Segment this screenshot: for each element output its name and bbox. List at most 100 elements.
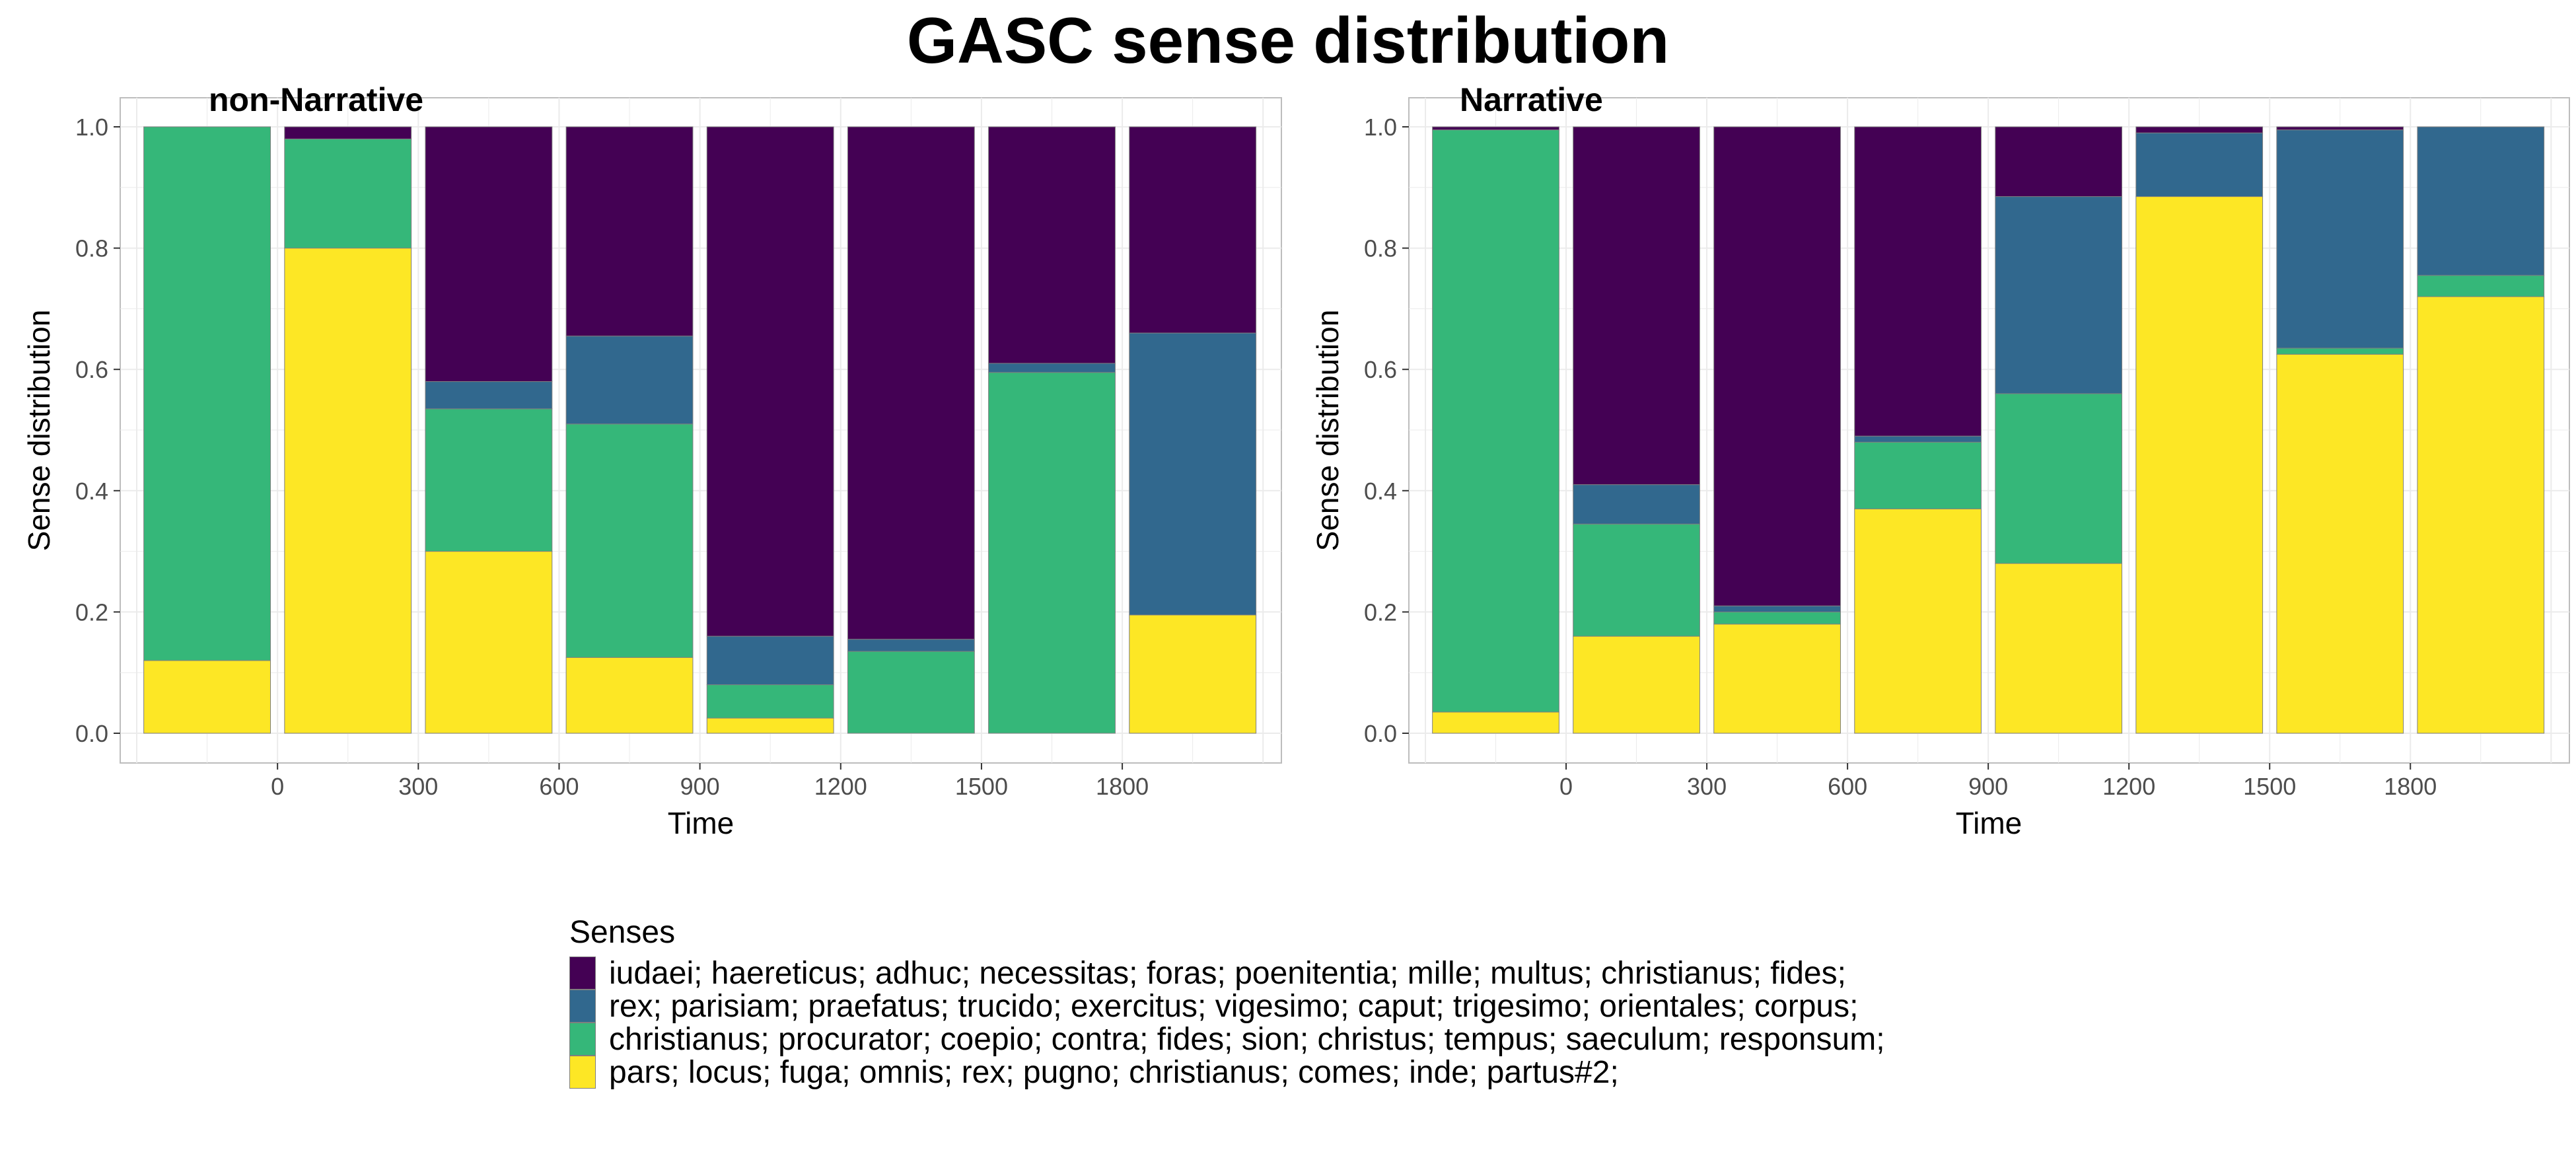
x-axis-label: Time xyxy=(668,806,734,840)
legend-swatch xyxy=(569,1056,596,1089)
bar-segment-sense_4 xyxy=(1995,563,2123,734)
bar-segment-sense_2 xyxy=(988,363,1116,373)
bar-segment-sense_4 xyxy=(1432,711,1559,734)
y-tick-label: 1.0 xyxy=(1364,114,1397,141)
figure-title: GASC sense distribution xyxy=(907,4,1669,77)
legend-label: iudaei; haereticus; adhuc; necessitas; f… xyxy=(609,955,1846,991)
chart-panel-1: 0.0 0.2 0.4 0.6 0.8 1.0 0 300 600 900 1200 1500 1800… xyxy=(22,81,1282,840)
panel-title: non-Narrative xyxy=(209,81,423,118)
x-tick-label: 1200 xyxy=(2102,773,2155,800)
bar-segment-sense_3 xyxy=(425,408,553,552)
legend-title: Senses xyxy=(569,915,676,950)
y-axis-label: Sense distribution xyxy=(1310,310,1345,552)
bar-segment-sense_3 xyxy=(1854,441,1982,509)
x-tick-label: 300 xyxy=(1687,773,1727,800)
legend-item: rex; parisiam; praefatus; trucido; exerc… xyxy=(569,989,1885,1024)
x-tick-label: 1800 xyxy=(1096,773,1149,800)
legend-item: pars; locus; fuga; omnis; rex; pugno; ch… xyxy=(569,1054,1885,1090)
bar-segment-sense_1 xyxy=(425,126,553,382)
bar-segment-sense_3 xyxy=(284,138,412,249)
bar-segment-sense_3 xyxy=(1995,393,2123,564)
x-tick-label: 900 xyxy=(1968,773,2008,800)
bar-segment-sense_2 xyxy=(425,381,553,410)
bar-segment-sense_1 xyxy=(565,126,694,337)
bar-segment-sense_4 xyxy=(143,660,271,734)
x-tick-label: 900 xyxy=(680,773,720,800)
chart-panel-2: 0.0 0.2 0.4 0.6 0.8 1.0 0 300 600 900 1200 1500 1800… xyxy=(1310,81,2570,840)
bar-segment-sense_2 xyxy=(847,639,975,652)
legend-swatch xyxy=(569,990,596,1023)
bar-segment-sense_1 xyxy=(847,126,975,640)
bar-segment-sense_4 xyxy=(1573,635,1700,734)
bar-segment-sense_1 xyxy=(2276,126,2404,131)
bar-segment-sense_3 xyxy=(1713,611,1841,625)
bar-segment-sense_3 xyxy=(706,684,834,719)
x-tick-label: 1200 xyxy=(814,773,867,800)
bar-segment-sense_3 xyxy=(1432,129,1559,713)
y-tick-label: 1.0 xyxy=(75,114,108,141)
y-tick-label: 0.2 xyxy=(75,598,108,626)
x-tick-label: 600 xyxy=(539,773,579,800)
y-tick-label: 0.4 xyxy=(75,478,108,505)
bar-segment-sense_4 xyxy=(565,657,694,734)
legend-swatch xyxy=(569,957,596,990)
bar-segment-sense_4 xyxy=(2135,196,2264,734)
bar-segment-sense_2 xyxy=(1854,435,1982,443)
legend-swatch xyxy=(569,1023,596,1056)
bar-segment-sense_1 xyxy=(284,126,412,139)
x-tick-label: 1500 xyxy=(955,773,1008,800)
bar-segment-sense_2 xyxy=(2417,126,2545,276)
y-tick-label: 0.2 xyxy=(1364,598,1397,626)
x-tick-label: 1500 xyxy=(2243,773,2296,800)
legend-label: pars; locus; fuga; omnis; rex; pugno; ch… xyxy=(609,1054,1619,1090)
x-axis-label: Time xyxy=(1956,806,2022,840)
bar-segment-sense_2 xyxy=(1129,332,1257,616)
bar-segment-sense_4 xyxy=(425,551,553,734)
y-tick-label: 0.6 xyxy=(1364,356,1397,383)
legend: Senses iudaei; haereticus; adhuc; necess… xyxy=(569,914,1885,1090)
bar-segment-sense_3 xyxy=(988,372,1116,734)
y-tick-label: 0.6 xyxy=(75,356,108,383)
bar-segment-sense_2 xyxy=(706,635,834,686)
bar-segment-sense_1 xyxy=(1995,126,2123,198)
x-tick-label: 600 xyxy=(1828,773,1867,800)
legend-items: iudaei; haereticus; adhuc; necessitas; f… xyxy=(569,955,1885,1090)
bar-segment-sense_4 xyxy=(1854,508,1982,734)
bar-segment-sense_2 xyxy=(2135,132,2264,198)
bar-segment-sense_4 xyxy=(2417,296,2545,734)
bar-segment-sense_1 xyxy=(706,126,834,637)
legend-item: iudaei; haereticus; adhuc; necessitas; f… xyxy=(569,955,1885,991)
legend-label: christianus; procurator; coepio; contra;… xyxy=(609,1021,1885,1057)
y-tick-label: 0.8 xyxy=(75,235,108,262)
bar-segment-sense_3 xyxy=(1573,523,1700,637)
bar-segment-sense_4 xyxy=(2276,353,2404,734)
bar-segment-sense_2 xyxy=(1995,196,2123,394)
bar-segment-sense_2 xyxy=(2276,129,2404,349)
bar-segment-sense_3 xyxy=(565,423,694,658)
y-axis-label: Sense distribution xyxy=(22,310,56,552)
x-tick-label: 0 xyxy=(271,773,284,800)
legend-item: christianus; procurator; coepio; contra;… xyxy=(569,1021,1885,1057)
bar-segment-sense_2 xyxy=(1573,484,1700,525)
bar-segment-sense_1 xyxy=(988,126,1116,364)
bar-segment-sense_3 xyxy=(143,126,271,661)
bar-segment-sense_2 xyxy=(1713,605,1841,612)
bar-segment-sense_4 xyxy=(706,717,834,734)
bar-segment-sense_4 xyxy=(1713,624,1841,734)
bar-segment-sense_4 xyxy=(1129,614,1257,734)
bar-segment-sense_4 xyxy=(284,248,412,734)
bar-segment-sense_3 xyxy=(847,651,975,734)
x-tick-label: 1800 xyxy=(2384,773,2437,800)
bar-segment-sense_3 xyxy=(2276,347,2404,355)
x-tick-label: 300 xyxy=(398,773,438,800)
bar-segment-sense_1 xyxy=(1573,126,1700,486)
x-tick-label: 0 xyxy=(1559,773,1573,800)
bar-segment-sense_1 xyxy=(1129,126,1257,334)
bar-segment-sense_1 xyxy=(1432,126,1559,131)
y-tick-label: 0.4 xyxy=(1364,478,1397,505)
y-tick-label: 0.0 xyxy=(1364,720,1397,747)
panel-title: Narrative xyxy=(1460,81,1603,118)
bar-segment-sense_3 xyxy=(2417,275,2545,297)
y-tick-label: 0.8 xyxy=(1364,235,1397,262)
